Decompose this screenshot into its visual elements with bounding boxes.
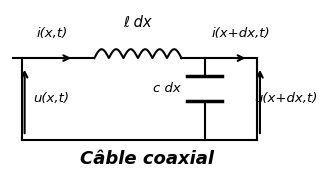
Text: i(x,t): i(x,t) (36, 27, 68, 40)
Text: Câble coaxial: Câble coaxial (80, 150, 214, 168)
Text: u(x+dx,t): u(x+dx,t) (254, 92, 318, 105)
Text: ℓ dx: ℓ dx (124, 15, 152, 30)
Text: u(x,t): u(x,t) (33, 92, 69, 105)
Text: i(x+dx,t): i(x+dx,t) (212, 27, 270, 40)
Text: c dx: c dx (153, 82, 181, 95)
